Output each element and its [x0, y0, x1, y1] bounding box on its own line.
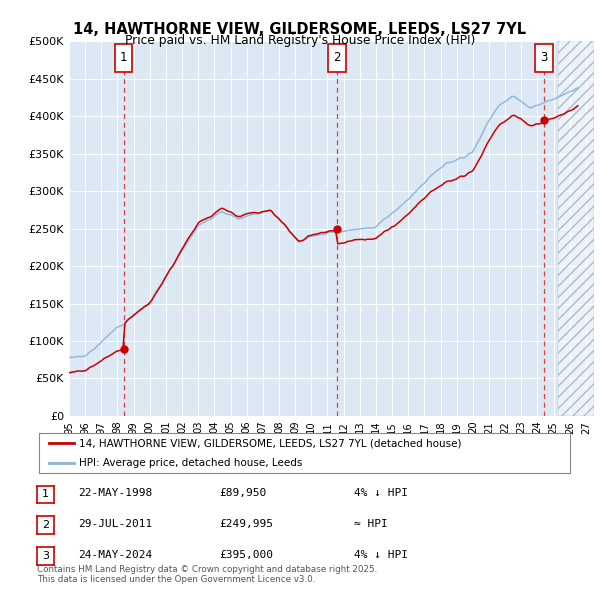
Bar: [557, 41, 594, 416]
Text: 14, HAWTHORNE VIEW, GILDERSOME, LEEDS, LS27 7YL: 14, HAWTHORNE VIEW, GILDERSOME, LEEDS, L…: [73, 22, 527, 37]
Text: £89,950: £89,950: [219, 489, 266, 498]
FancyBboxPatch shape: [535, 44, 553, 72]
Text: Price paid vs. HM Land Registry's House Price Index (HPI): Price paid vs. HM Land Registry's House …: [125, 34, 475, 47]
Bar: [557, 41, 594, 416]
Text: 24-MAY-2024: 24-MAY-2024: [78, 550, 152, 559]
Text: 4% ↓ HPI: 4% ↓ HPI: [354, 550, 408, 559]
Text: 29-JUL-2011: 29-JUL-2011: [78, 519, 152, 529]
Text: Contains HM Land Registry data © Crown copyright and database right 2025.
This d: Contains HM Land Registry data © Crown c…: [37, 565, 377, 584]
Text: ≈ HPI: ≈ HPI: [354, 519, 388, 529]
Text: 3: 3: [42, 551, 49, 560]
Text: 1: 1: [120, 51, 127, 64]
Text: 1: 1: [42, 490, 49, 499]
Text: 14, HAWTHORNE VIEW, GILDERSOME, LEEDS, LS27 7YL (detached house): 14, HAWTHORNE VIEW, GILDERSOME, LEEDS, L…: [79, 438, 461, 448]
Text: £249,995: £249,995: [219, 519, 273, 529]
Text: 4% ↓ HPI: 4% ↓ HPI: [354, 489, 408, 498]
Text: 22-MAY-1998: 22-MAY-1998: [78, 489, 152, 498]
FancyBboxPatch shape: [328, 44, 346, 72]
Text: £395,000: £395,000: [219, 550, 273, 559]
Text: HPI: Average price, detached house, Leeds: HPI: Average price, detached house, Leed…: [79, 458, 302, 468]
Text: 2: 2: [42, 520, 49, 530]
FancyBboxPatch shape: [115, 44, 133, 72]
Text: 2: 2: [333, 51, 340, 64]
Text: 3: 3: [540, 51, 547, 64]
